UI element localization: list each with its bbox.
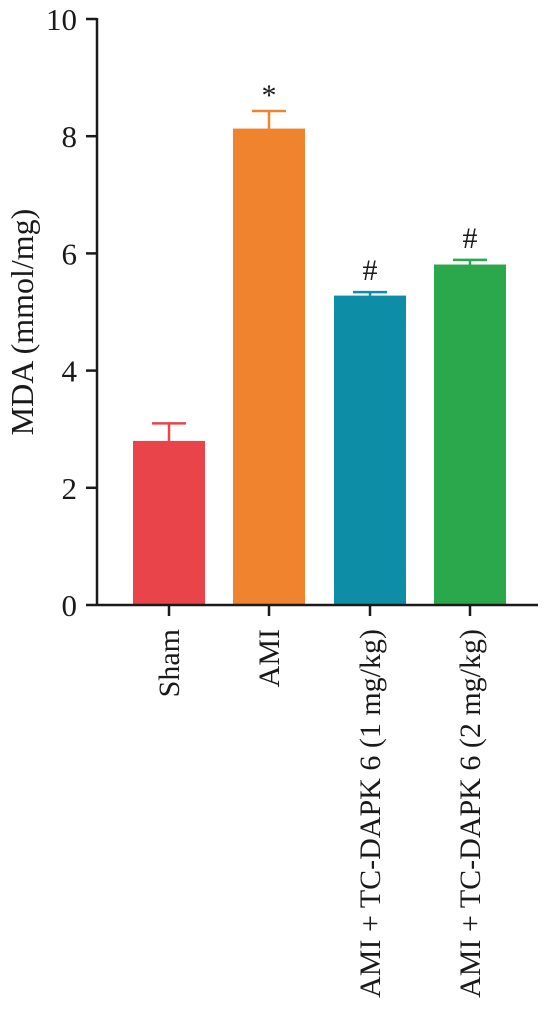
y-tick-label-5: 10 [46, 2, 77, 37]
significance-label-3: # [463, 222, 478, 255]
x-tick-label-1: AMI [253, 629, 286, 687]
bar-1 [233, 128, 305, 605]
y-tick-label-3: 6 [62, 236, 78, 271]
x-tick-label-3: AMI + TC-DAPK 6 (2 mg/kg) [454, 629, 487, 998]
significance-label-1: * [262, 79, 277, 112]
y-tick-label-2: 4 [62, 354, 78, 389]
bar-3 [434, 264, 506, 605]
x-axis: Sham AMI AMI + TC-DAPK 6 (1 mg/kg) AMI + TC… [97, 603, 538, 998]
y-axis: 0 2 4 6 8 10 [46, 2, 99, 623]
x-tick-label-2: AMI + TC-DAPK 6 (1 mg/kg) [354, 629, 387, 998]
y-tick-label-4: 8 [62, 119, 78, 154]
y-axis-label: MDA (mmol/mg) [4, 209, 40, 436]
bar-2 [334, 295, 406, 605]
y-tick-label-1: 2 [62, 471, 78, 506]
y-tick-label-0: 0 [62, 588, 78, 623]
x-tick-label-0: Sham [153, 629, 186, 697]
significance-label-2: # [363, 254, 378, 287]
bars: * # # [133, 79, 506, 605]
bar-0 [133, 440, 205, 605]
